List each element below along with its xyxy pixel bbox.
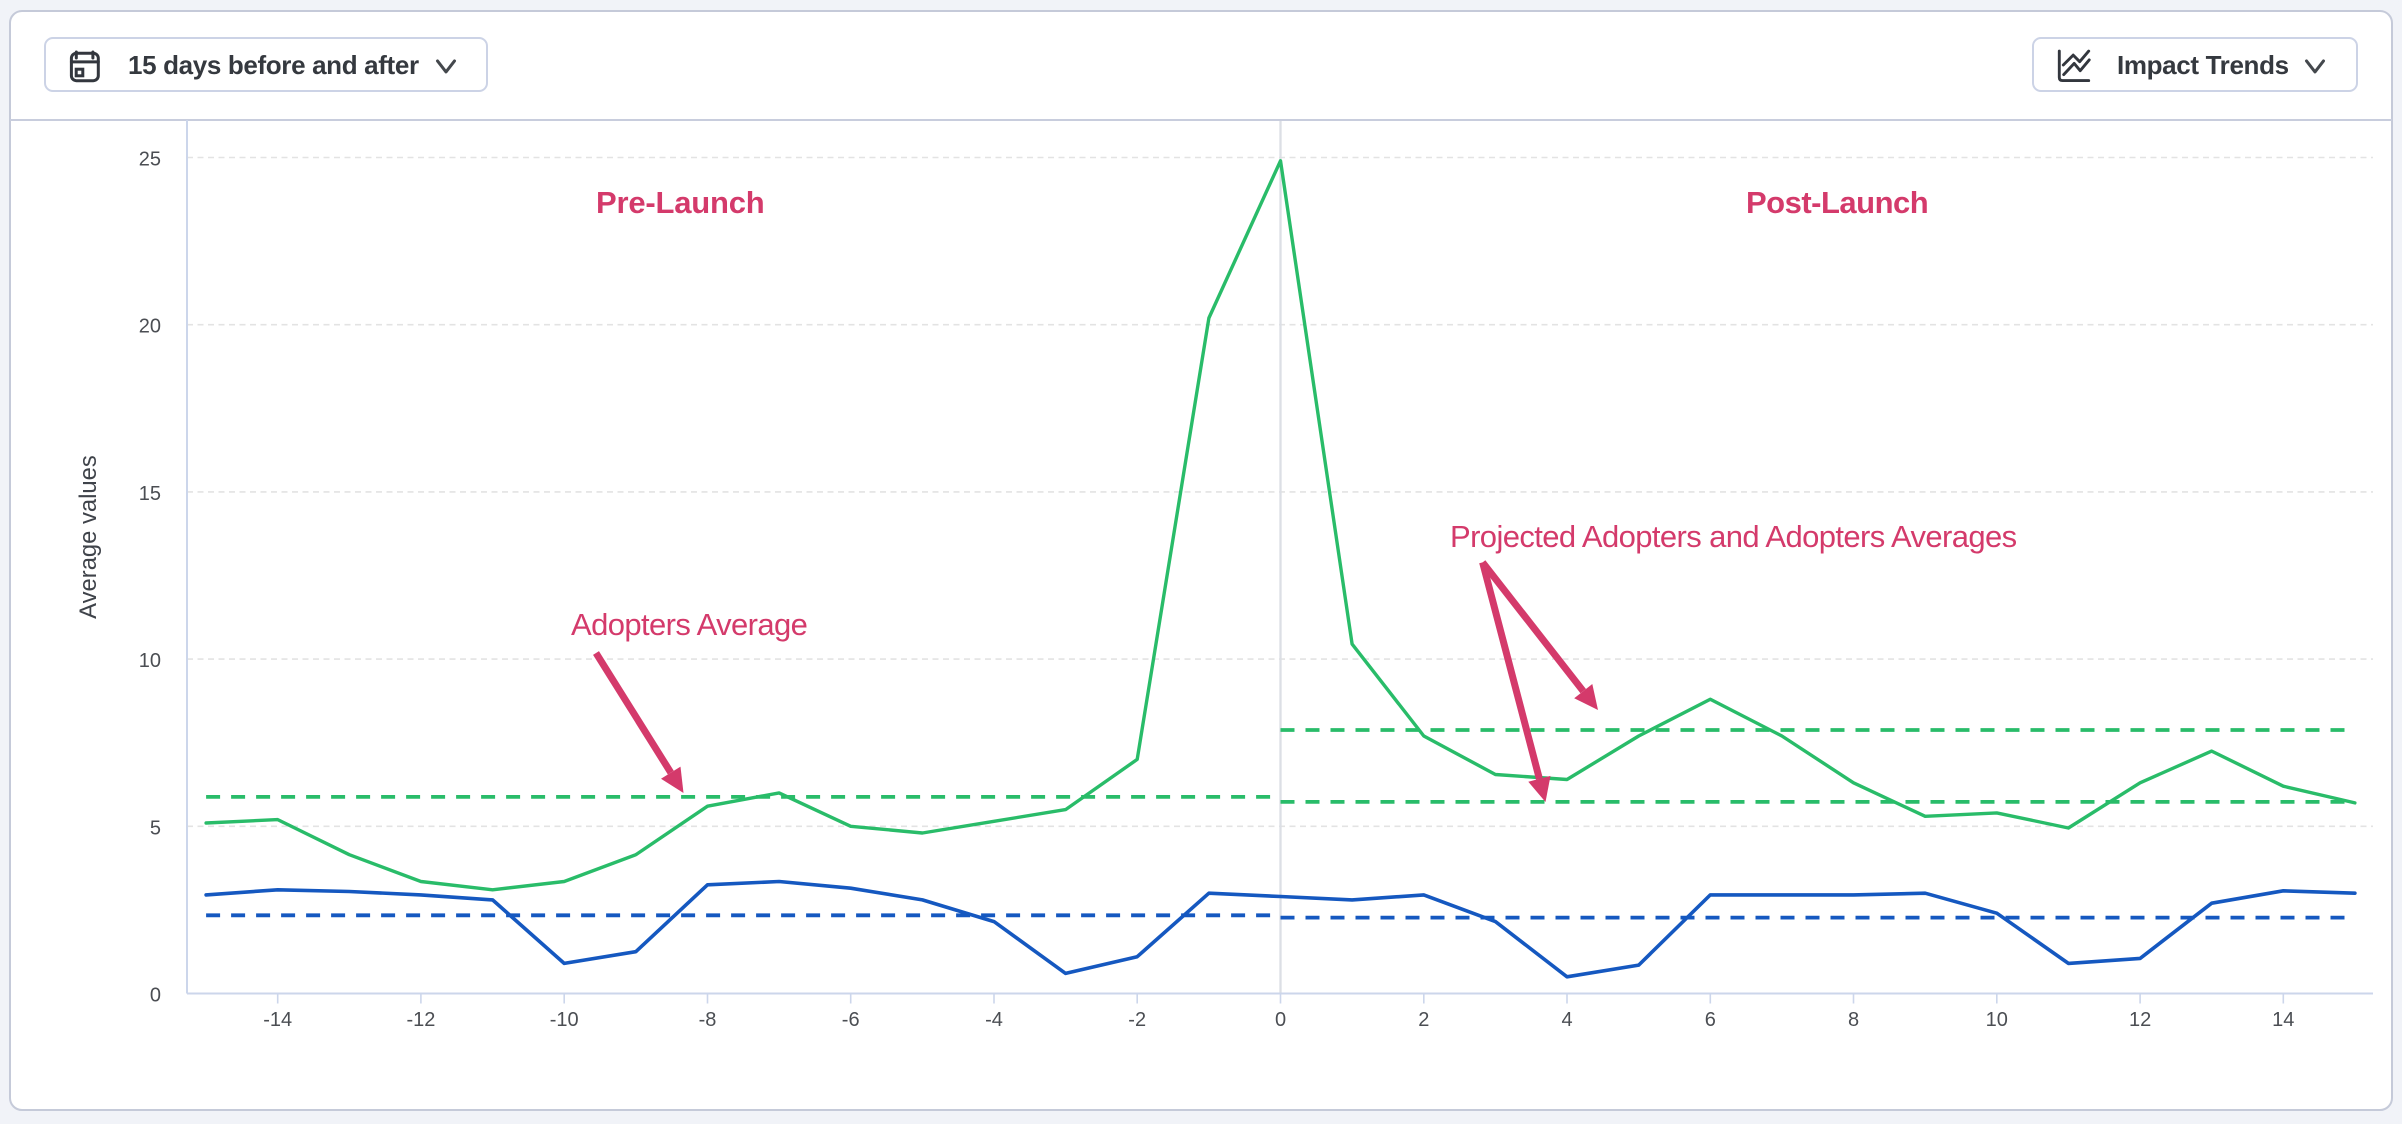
svg-text:-12: -12 bbox=[406, 1009, 435, 1031]
svg-text:-2: -2 bbox=[1128, 1009, 1146, 1031]
svg-text:14: 14 bbox=[2272, 1009, 2294, 1031]
svg-text:15: 15 bbox=[139, 483, 161, 505]
svg-text:12: 12 bbox=[2129, 1009, 2151, 1031]
svg-text:2: 2 bbox=[1418, 1009, 1429, 1031]
svg-text:0: 0 bbox=[150, 985, 161, 1007]
svg-text:Pre-Launch: Pre-Launch bbox=[596, 185, 765, 220]
svg-text:-6: -6 bbox=[842, 1009, 860, 1031]
svg-text:0: 0 bbox=[1275, 1009, 1286, 1031]
svg-text:Projected Adopters and Adopter: Projected Adopters and Adopters Averages bbox=[1450, 519, 2017, 554]
svg-text:Average values: Average values bbox=[75, 455, 102, 619]
svg-text:Post-Launch: Post-Launch bbox=[1746, 185, 1928, 220]
svg-text:-8: -8 bbox=[699, 1009, 717, 1031]
svg-text:25: 25 bbox=[139, 149, 161, 171]
svg-text:10: 10 bbox=[139, 650, 161, 672]
svg-text:-4: -4 bbox=[985, 1009, 1003, 1031]
svg-text:6: 6 bbox=[1705, 1009, 1716, 1031]
svg-text:10: 10 bbox=[1986, 1009, 2008, 1031]
svg-text:8: 8 bbox=[1848, 1009, 1859, 1031]
svg-text:4: 4 bbox=[1561, 1009, 1572, 1031]
svg-text:-10: -10 bbox=[550, 1009, 579, 1031]
svg-text:Adopters Average: Adopters Average bbox=[571, 607, 807, 642]
svg-text:20: 20 bbox=[139, 316, 161, 338]
svg-text:-14: -14 bbox=[263, 1009, 292, 1031]
svg-text:5: 5 bbox=[150, 817, 161, 839]
